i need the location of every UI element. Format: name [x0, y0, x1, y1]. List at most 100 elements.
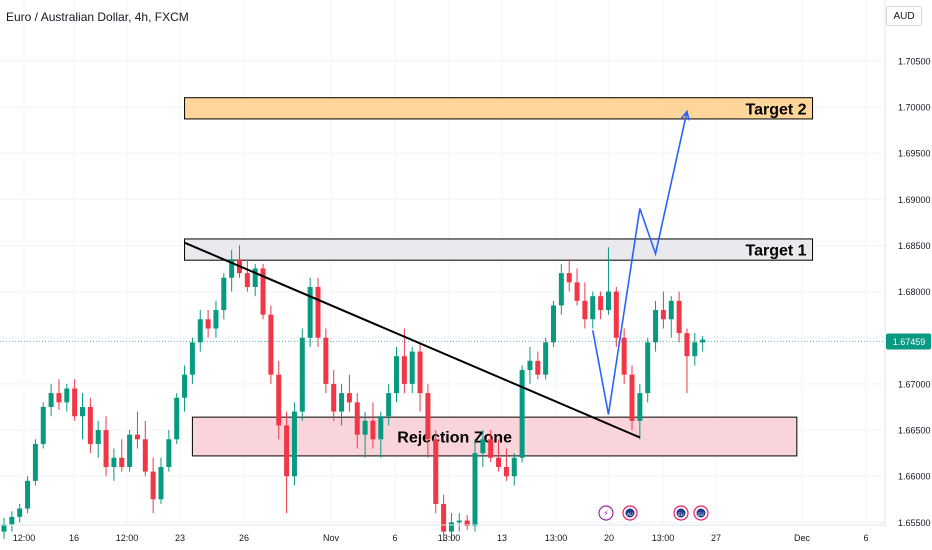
price-tick-label: 1.66000 [898, 472, 931, 482]
time-tick-label: Nov [323, 533, 340, 543]
projection-arrowhead [680, 109, 690, 121]
time-axis: 12:00 16 12:00 23 26 Nov 6 13:00 13 13:00 20 13:00 2… [0, 524, 885, 543]
price-tick-label: 1.68500 [898, 241, 931, 251]
candle-body [511, 457, 517, 477]
target-1-label: Target 1 [745, 243, 806, 260]
time-tick-label: Dec [794, 533, 811, 543]
time-tick-label: 6 [392, 533, 397, 543]
symbol-title: Euro / Australian Dollar, 4h, FXCM [6, 10, 189, 24]
event-marker-inner [625, 508, 635, 518]
candle-body [558, 273, 564, 306]
candle-body [111, 457, 117, 467]
candle-body [692, 342, 698, 357]
candle-body [119, 457, 125, 467]
candle-body [354, 402, 360, 435]
candle-body [378, 416, 384, 440]
candle-body [472, 453, 478, 527]
candle-body [433, 439, 439, 504]
price-tick-label: 1.70000 [898, 102, 931, 112]
candle-body [284, 425, 290, 477]
candle-body [221, 277, 227, 311]
candle-body [386, 393, 392, 417]
candle-body [189, 342, 195, 375]
candle-body [582, 300, 588, 320]
time-tick-label: 12:00 [13, 533, 36, 543]
candle-body [653, 310, 659, 343]
candle-body [503, 466, 509, 477]
candle-body [480, 439, 486, 454]
candle-body [613, 291, 619, 338]
time-tick-label: 27 [711, 533, 721, 543]
price-tick-label: 1.70500 [898, 56, 931, 66]
candle-body [127, 434, 133, 467]
candle-body [291, 411, 297, 477]
candles-layer [1, 245, 706, 541]
candle-body [40, 406, 46, 444]
candle-body [527, 360, 533, 371]
candle-body [456, 520, 462, 523]
candle-body [307, 286, 313, 338]
candle-body [417, 351, 423, 394]
target-1-zone [184, 238, 814, 261]
candle-body [56, 393, 62, 403]
price-tick-label: 1.66500 [898, 426, 931, 436]
candle-body [80, 406, 85, 417]
candle-body [103, 430, 109, 467]
currency-button[interactable]: AUD [886, 6, 922, 26]
candle-body [64, 388, 70, 403]
candle-body [158, 466, 164, 500]
candle-body [87, 406, 93, 444]
price-tick-label: 1.68000 [898, 287, 931, 297]
candle-body [551, 305, 556, 343]
candle-body [370, 420, 376, 440]
candle-body [25, 480, 31, 509]
candle-body [543, 342, 549, 375]
candle-body [676, 300, 682, 334]
candle-body [637, 393, 643, 421]
time-tick-label: 6 [863, 533, 868, 543]
candle-body [72, 388, 78, 417]
event-marker-label: EU [698, 512, 704, 517]
candle-body [496, 457, 502, 467]
price-tick-label: 1.67000 [898, 379, 931, 389]
candle-body [299, 337, 305, 412]
events-layer: ⚡ AU EU EU [598, 505, 709, 521]
drawings-layer [0, 109, 885, 439]
current-price-label: 1.67459 [893, 337, 926, 347]
candle-body [574, 282, 580, 301]
candle-body [9, 516, 15, 525]
candle-body [252, 268, 258, 287]
event-marker-label: EU [678, 512, 684, 517]
candle-body [409, 351, 415, 384]
candle-body [535, 360, 541, 375]
candle-body [441, 503, 447, 532]
candle-body [1, 524, 7, 532]
projection-path [591, 111, 688, 415]
candle-body [684, 333, 690, 357]
target-2-zone [184, 97, 814, 120]
candle-body [244, 273, 250, 287]
time-tick-label: 13:00 [438, 533, 461, 543]
candle-body [166, 439, 172, 467]
price-tick-label: 1.65500 [898, 518, 931, 528]
candle-body [590, 296, 596, 320]
candle-body [17, 508, 23, 517]
time-tick-label: 20 [604, 533, 614, 543]
candle-body [394, 356, 399, 394]
candle-body [95, 430, 101, 444]
candle-body [229, 259, 235, 278]
candle-body [150, 471, 156, 500]
candle-body [48, 393, 54, 407]
candle-body [197, 319, 203, 343]
candle-body [566, 273, 572, 283]
candle-body [323, 337, 329, 384]
candle-body [32, 443, 38, 481]
candle-body [598, 296, 604, 311]
candle-body [213, 310, 219, 329]
time-tick-label: 12:00 [116, 533, 139, 543]
time-tick-label: 13:00 [652, 533, 675, 543]
candle-body [205, 319, 211, 329]
candle-body [519, 370, 525, 458]
